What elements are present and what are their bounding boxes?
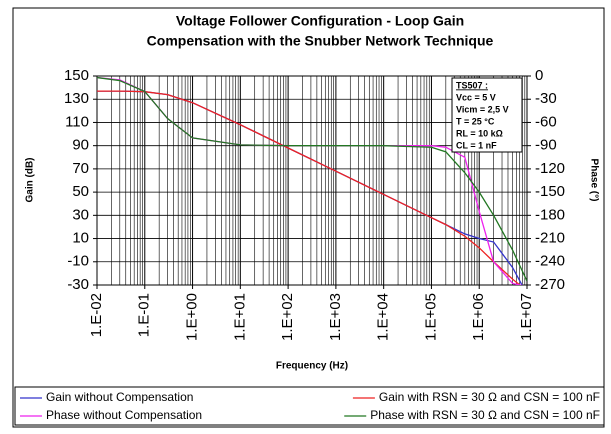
y-tick-label: -10	[67, 253, 89, 270]
series-line	[97, 90, 521, 285]
y2-tick-label: -180	[535, 206, 565, 223]
y2-tick-label: -90	[535, 137, 557, 154]
y-tick-label: 30	[72, 206, 89, 223]
annotation-text: CL = 1 nF	[456, 140, 497, 150]
y-tick-label: 70	[72, 160, 89, 177]
y2-tick-label: -240	[535, 253, 565, 270]
y2-tick-label: -60	[535, 113, 557, 130]
x-tick-label: 1.E+03	[327, 293, 344, 341]
series-group	[97, 76, 527, 285]
annotation-text: RL = 10 kΩ	[456, 128, 503, 138]
x-tick-label: 1.E+05	[422, 293, 439, 341]
plot-border	[96, 75, 528, 286]
x-axis-label: Frequency (Hz)	[276, 361, 348, 372]
legend-label: Gain without Compensation	[46, 390, 193, 404]
y2-tick-label: -150	[535, 183, 565, 200]
y-axis-label: Gain (dB)	[25, 158, 36, 203]
y-tick-label: 130	[64, 90, 89, 107]
x-tick-label: 1.E+02	[279, 293, 296, 341]
x-tick-label: 1.E+00	[184, 293, 201, 341]
x-tick-label: 1.E+07	[518, 293, 535, 341]
annotation-text: Vicm = 2,5 V	[456, 104, 509, 114]
x-tick-label: 1.E-01	[136, 293, 153, 337]
y-tick-label: 90	[72, 137, 89, 154]
chart-title: Compensation with the Snubber Network Te…	[147, 33, 494, 49]
legend-label: Phase with RSN = 30 Ω and CSN = 100 nF	[370, 408, 600, 422]
y2-axis-label: Phase (°)	[588, 159, 599, 202]
legend-label: Phase without Compensation	[46, 408, 202, 422]
y-tick-label: 150	[64, 67, 89, 84]
y2-tick-label: -210	[535, 230, 565, 247]
series-line	[97, 76, 527, 282]
annotation-text: TS507 :	[456, 80, 488, 90]
x-tick-label: 1.E+04	[375, 293, 392, 341]
x-tick-label: 1.E+01	[231, 293, 248, 341]
y2-tick-label: -120	[535, 160, 565, 177]
x-tick-label: 1.E+06	[470, 293, 487, 341]
annotation-box	[451, 77, 523, 153]
x-tick-label: 1.E-02	[88, 293, 105, 337]
legend-label: Gain with RSN = 30 Ω and CSN = 100 nF	[379, 390, 600, 404]
y2-tick-label: -270	[535, 276, 565, 293]
chart-title: Voltage Follower Configuration - Loop Ga…	[176, 13, 464, 29]
y-tick-label: 10	[72, 230, 89, 247]
y2-tick-label: -30	[535, 90, 557, 107]
y-tick-label: -30	[67, 276, 89, 293]
y2-tick-label: 0	[535, 67, 543, 84]
legend-box	[14, 386, 605, 426]
annotation-text: Vcc = 5 V	[456, 92, 496, 102]
annotation-text: T = 25 °C	[456, 116, 495, 126]
y-tick-label: 50	[72, 183, 89, 200]
y-tick-label: 110	[65, 113, 89, 130]
